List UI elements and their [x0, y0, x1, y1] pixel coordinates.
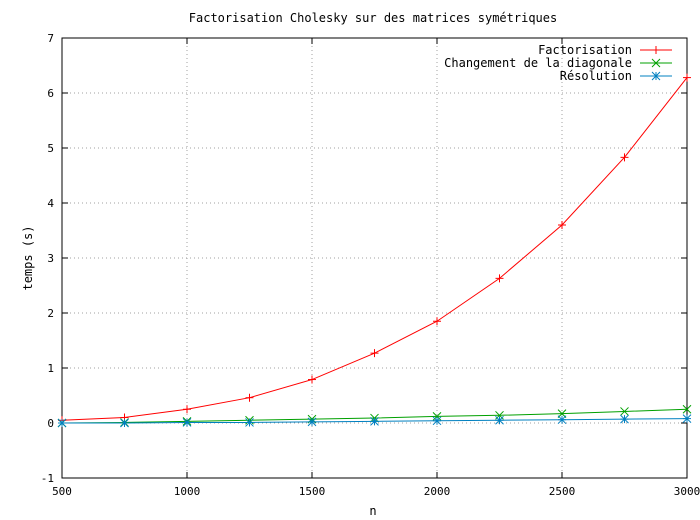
y-tick-label: 6 [47, 87, 54, 100]
data-point [683, 73, 691, 82]
data-point [370, 349, 379, 358]
legend-label: Résolution [560, 69, 632, 83]
data-point [245, 418, 254, 427]
data-point [245, 393, 254, 402]
x-tick-label: 3000 [674, 485, 700, 498]
y-tick-label: -1 [41, 472, 54, 485]
y-axis-label: temps (s) [21, 225, 35, 290]
data-point [370, 416, 379, 426]
data-point [557, 409, 567, 419]
data-point [495, 274, 504, 283]
data-point [57, 418, 67, 428]
data-point [120, 418, 129, 428]
marker-stroke [620, 414, 629, 424]
data-point [620, 153, 629, 162]
data-point [682, 404, 692, 414]
data-point [432, 412, 442, 421]
series [57, 73, 692, 428]
x-tick-label: 500 [52, 485, 72, 498]
data-point [182, 418, 192, 427]
chart-title: Factorisation Cholesky sur des matrices … [189, 11, 557, 25]
data-point [308, 375, 316, 384]
data-point [183, 405, 191, 414]
legend-marker [652, 46, 660, 54]
marker-stroke [620, 407, 629, 416]
axes: -1 0 1 2 3 4 5 6 7 500 1000 1500 2000 2500 3000 [41, 32, 700, 498]
x-axis-label: n [369, 504, 376, 518]
marker-stroke [245, 418, 254, 427]
data-point [432, 416, 442, 426]
marker-stroke [682, 414, 692, 423]
y-tick-label: 4 [47, 197, 54, 210]
y-tick-label: 5 [47, 142, 54, 155]
marker-stroke [432, 416, 442, 426]
data-point [682, 414, 692, 423]
data-point [495, 415, 504, 425]
marker-stroke [57, 418, 67, 428]
marker-stroke [120, 418, 129, 428]
x-tick-label: 2000 [424, 485, 451, 498]
data-point [620, 407, 629, 416]
legend-label: Changement de la diagonale [444, 56, 632, 70]
marker-stroke [557, 409, 567, 419]
marker-stroke [651, 71, 661, 81]
marker-stroke [370, 416, 379, 426]
data-point [620, 414, 629, 424]
grid [62, 38, 687, 478]
y-tick-label: 7 [47, 32, 54, 45]
marker-stroke [495, 415, 504, 425]
marker-stroke [651, 58, 661, 68]
plot-frame [61, 37, 688, 479]
marker-stroke [182, 418, 192, 427]
y-tick-label: 0 [47, 417, 54, 430]
x-tick-label: 1500 [299, 485, 326, 498]
data-point [307, 417, 317, 427]
data-point [557, 415, 567, 425]
data-point [433, 317, 441, 326]
marker-stroke [432, 412, 442, 421]
data-point [558, 221, 566, 229]
series-line-0 [61, 77, 688, 421]
marker-stroke [682, 404, 692, 414]
marker-stroke [557, 415, 567, 425]
legend-marker [651, 71, 661, 81]
y-tick-label: 3 [47, 252, 54, 265]
y-tick-label: 1 [47, 362, 54, 375]
x-tick-label: 1000 [174, 485, 201, 498]
y-tick-label: 2 [47, 307, 54, 320]
marker-stroke [307, 417, 317, 427]
legend-label: Factorisation [538, 43, 632, 57]
x-tick-label: 2500 [549, 485, 576, 498]
legend-marker [651, 58, 661, 68]
